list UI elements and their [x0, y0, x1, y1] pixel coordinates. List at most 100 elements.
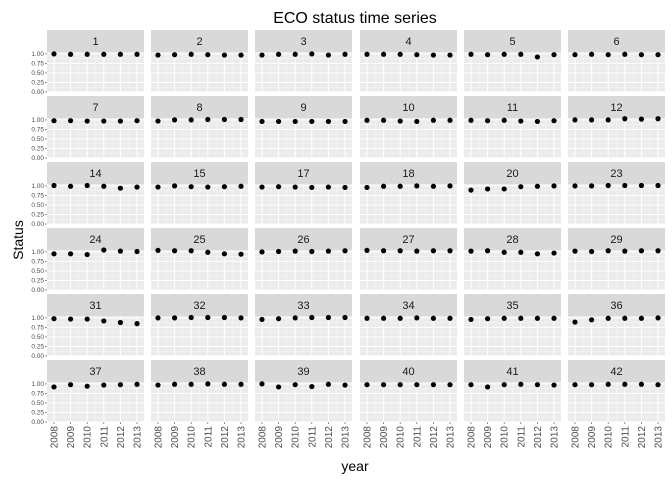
y-axis-title: Status: [10, 220, 26, 260]
facet-panel: 29: [568, 228, 665, 291]
data-point: [588, 317, 595, 323]
data-point: [588, 382, 595, 388]
facet-strip-label: 20: [506, 168, 518, 180]
x-tick-label: 2012: [116, 426, 127, 449]
x-tick-label: 2012: [533, 426, 544, 449]
data-point: [484, 186, 491, 192]
x-tick-label: 2008: [153, 426, 164, 449]
data-point: [275, 248, 282, 255]
data-point: [380, 315, 387, 321]
data-point: [155, 382, 161, 388]
data-point: [259, 381, 265, 387]
data-point: [309, 184, 315, 191]
data-point: [501, 51, 507, 57]
facet-panel: 7 0.00 0.25 0.50 0.75 1.00: [31, 96, 144, 162]
data-point: [117, 382, 124, 388]
data-point: [572, 248, 578, 254]
facet-panel: 27: [360, 228, 457, 291]
data-point: [309, 248, 315, 255]
data-point: [518, 315, 524, 321]
facet-panel: 6: [568, 30, 665, 93]
data-point: [534, 118, 541, 125]
data-point: [101, 318, 107, 324]
facet-strip-label: 23: [610, 168, 622, 180]
x-tick-label: 2009: [587, 426, 598, 449]
data-point: [205, 381, 211, 387]
y-tick-label: 0.50: [31, 334, 44, 341]
facet-strip: [47, 360, 144, 382]
data-point: [134, 321, 140, 327]
data-point: [275, 384, 282, 390]
data-point: [188, 314, 194, 321]
data-point: [484, 118, 491, 124]
data-point: [430, 183, 437, 189]
facet-strip: [464, 228, 561, 250]
facet-strip: [255, 294, 352, 316]
data-point: [259, 118, 265, 125]
facet-strip-label: 32: [193, 300, 205, 312]
data-point: [534, 183, 541, 189]
facet-strip-label: 2: [196, 36, 202, 48]
data-point: [397, 118, 403, 124]
data-point: [188, 184, 194, 190]
data-point: [447, 52, 453, 58]
facet-strip-label: 3: [300, 36, 306, 48]
facet-panel: 20: [464, 162, 561, 225]
facet-strip-label: 35: [506, 300, 518, 312]
x-tick-label: 2010: [187, 426, 198, 449]
data-point: [205, 52, 211, 58]
facet-strip-label: 4: [405, 36, 411, 48]
data-point: [259, 184, 265, 190]
data-point: [622, 51, 628, 57]
x-tick-label: 2011: [99, 426, 110, 448]
facet-panels: 10.000.250.500.751.002 3 4 5 670.000.250.500…: [31, 30, 665, 448]
data-point: [468, 117, 474, 123]
chart-title: ECO status time series: [273, 10, 437, 27]
facet-strip-label: 33: [297, 300, 309, 312]
data-point: [397, 183, 403, 189]
data-point: [501, 117, 507, 123]
y-tick-label: 1.00: [31, 51, 44, 58]
x-tick-label: 2013: [446, 426, 457, 449]
data-point: [292, 315, 298, 321]
x-tick-label: 2008: [570, 426, 581, 449]
facet-panel: 5: [464, 30, 561, 93]
data-point: [238, 52, 244, 58]
x-tick-label: 2010: [291, 426, 302, 449]
data-point: [101, 247, 107, 253]
data-point: [188, 248, 194, 254]
data-point: [430, 52, 437, 58]
data-point: [309, 51, 315, 57]
data-point: [414, 315, 420, 321]
data-point: [292, 248, 298, 254]
x-tick-label: 2011: [203, 426, 214, 448]
data-point: [188, 51, 194, 57]
facet-panel: 42 2008 2009 2010 2011 2012 2013: [568, 360, 665, 448]
x-tick-label: 2011: [412, 426, 423, 448]
facet-panel: 15: [151, 162, 248, 225]
facet-strip-label: 39: [297, 366, 309, 378]
data-point: [342, 248, 348, 254]
data-point: [205, 249, 211, 255]
y-tick-label: 1.00: [31, 183, 44, 190]
y-tick-label: 0.25: [31, 410, 44, 417]
data-point: [238, 183, 244, 189]
facet-strip-label: 41: [506, 366, 518, 378]
data-point: [638, 52, 645, 58]
data-point: [325, 184, 332, 190]
data-point: [518, 381, 524, 387]
facet-strip: [255, 30, 352, 52]
data-point: [468, 382, 474, 388]
data-point: [342, 51, 348, 57]
x-tick-label: 2008: [466, 426, 477, 449]
data-point: [51, 182, 57, 189]
data-point: [171, 248, 178, 254]
data-point: [364, 382, 370, 388]
data-point: [501, 249, 507, 255]
data-point: [518, 118, 524, 124]
data-point: [155, 184, 161, 190]
data-point: [134, 381, 140, 387]
data-point: [655, 315, 661, 321]
data-point: [605, 315, 611, 321]
